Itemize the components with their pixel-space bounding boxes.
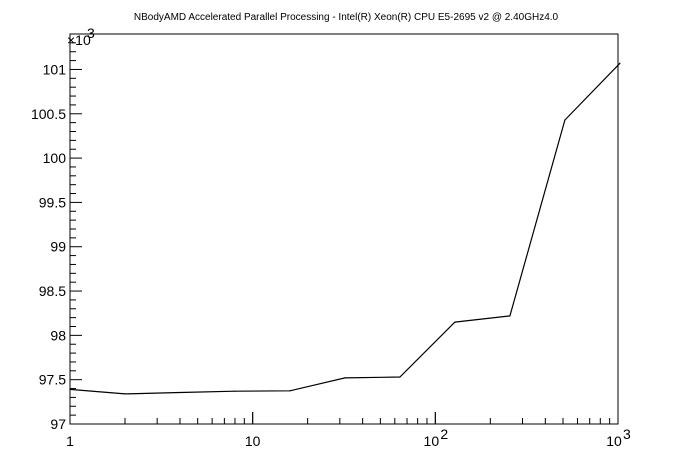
y-tick-label: 98 [50,327,66,343]
data-point [564,119,566,121]
data-point [124,393,126,395]
y-tick-label: 100 [43,150,67,166]
y-axis: 97 97.5 98 98.5 99 99.5 100 100.5 101×103 [31,25,95,432]
x-tick-label-base: 1 [66,433,74,449]
data-point [234,390,236,392]
data-point [344,377,346,379]
x-tick-label: 10 3 [606,426,631,449]
data-point [179,391,181,394]
y-tick-label: 97.5 [39,372,66,388]
chart-title: NBodyAMD Accelerated Parallel Processing… [134,12,559,23]
y-tick-label: 99.5 [39,194,66,210]
x-tick-label-exponent: 3 [623,426,631,442]
data-point [619,62,621,64]
data-point [509,315,511,317]
x-axis: 1 10 10 2 10 3 [66,412,631,449]
series-group [69,62,621,395]
y-multiplier-exponent: 3 [87,25,95,41]
y-multiplier-label: ×10 [67,32,91,48]
data-point [454,321,456,323]
y-tick-label: 99 [50,239,66,255]
y-tick-label: 97 [50,416,66,432]
data-point [289,390,291,392]
data-point [69,388,71,391]
x-tick-label: 1 [66,433,74,449]
x-tick-label-base: 10 [424,433,440,449]
y-tick-label: 100.5 [31,106,66,122]
x-tick-label-base: 10 [606,433,622,449]
x-tick-label: 10 [245,433,261,449]
x-tick-label: 10 2 [424,426,449,449]
y-tick-label: 101 [43,61,67,77]
data-point [399,376,401,378]
x-tick-label-base: 10 [245,433,261,449]
x-tick-label-exponent: 2 [440,426,448,442]
y-tick-label: 98.5 [39,283,66,299]
